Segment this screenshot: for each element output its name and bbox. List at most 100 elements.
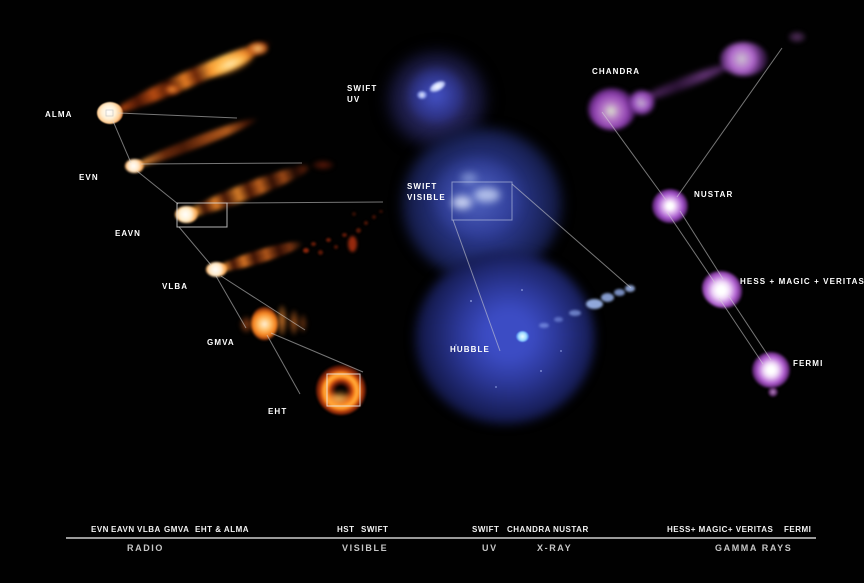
swift-visible-patch — [461, 173, 477, 183]
eht-ring-image — [316, 365, 366, 415]
swift-uv-inner-glow — [408, 68, 464, 122]
hubble-nucleus — [516, 331, 529, 342]
axis-telescope-hst: HST — [337, 525, 355, 534]
vlba-speck — [318, 250, 323, 255]
axis-band-radio: RADIO — [127, 543, 164, 553]
hubble-star — [540, 370, 542, 372]
alma-zoom-box — [105, 109, 114, 117]
eavn-label: EAVN — [115, 229, 142, 238]
axis-band-xray: X-RAY — [537, 543, 573, 553]
evn-label: EVN — [79, 173, 99, 182]
axis-telescope-vlba: VLBA — [137, 525, 161, 534]
vlba-speck — [342, 233, 347, 237]
eht-zoom-box — [326, 373, 361, 407]
vlba-speck — [372, 215, 376, 219]
gmva-label: GMVA — [207, 338, 235, 347]
swift-uv-label-line1: SWIFT — [347, 84, 378, 93]
evn-jet-image — [131, 113, 261, 172]
vlba-speck — [379, 210, 383, 213]
axis-band-gamma-rays: GAMMA RAYS — [715, 543, 793, 553]
gmva-core — [251, 307, 278, 340]
vlba-speck — [334, 245, 338, 249]
hess-magic-veritas-image — [702, 271, 742, 308]
swift-visible-label-line2: VISIBLE — [407, 192, 446, 202]
vlba-speck — [352, 212, 356, 216]
alma-core — [97, 102, 123, 124]
alma-jet-dot — [164, 84, 180, 95]
chandra-jet-tip — [788, 31, 806, 43]
vlba-speck — [364, 221, 368, 225]
alma-jet-knot — [203, 47, 257, 81]
fermi-image — [752, 352, 790, 388]
hubble-image — [415, 252, 595, 424]
nustar-label: NUSTAR — [694, 190, 734, 199]
vlba-speck — [303, 248, 309, 253]
alma-jet-tip — [248, 42, 268, 55]
fermi-secondary-dot — [768, 387, 778, 397]
gmva-left-lobe — [240, 316, 253, 333]
eavn-zoom-box — [176, 202, 228, 228]
axis-telescope-gmva: GMVA — [164, 525, 190, 534]
swift-visible-zoom-box — [451, 181, 513, 221]
vlba-speck — [356, 228, 361, 233]
swift-visible-inner-glow — [433, 158, 521, 236]
hubble-jet-knot — [554, 317, 563, 322]
axis-telescope-nustar: NUSTAR — [553, 525, 589, 534]
eavn-jet-image — [180, 158, 315, 224]
swift-uv-jet-knot — [427, 78, 448, 95]
hubble-star — [521, 289, 523, 291]
hess-magic-veritas-label: HESS + MAGIC + VERITAS — [740, 277, 864, 286]
hubble-jet-knot — [569, 310, 581, 316]
gmva-lobe-1 — [277, 305, 287, 336]
hubble-jet-knot — [539, 323, 549, 328]
hubble-jet-knot — [601, 293, 614, 302]
zoom-boxes — [105, 109, 513, 407]
gmva-lobe-3 — [299, 314, 307, 333]
swift-uv-label: SWIFT UV — [347, 84, 377, 106]
axis-telescope-eht-alma: EHT & ALMA — [195, 525, 250, 534]
vlba-jet-image — [214, 236, 305, 277]
axis-telescope-eavn: EAVN — [111, 525, 135, 534]
nustar-image — [652, 189, 688, 223]
hubble-label: HUBBLE — [450, 345, 490, 354]
gmva-lobe-2 — [289, 310, 299, 335]
swift-uv-label-line2: UV — [347, 94, 361, 104]
alma-jet-image — [111, 34, 275, 120]
swift-visible-patch — [452, 196, 472, 209]
axis-band-uv: UV — [482, 543, 498, 553]
vlba-core — [206, 262, 227, 277]
chandra-core-blob — [588, 88, 636, 130]
swift-visible-patch — [474, 188, 500, 202]
vlba-speck — [348, 236, 357, 252]
swift-uv-image — [378, 42, 496, 157]
swift-uv-nucleus — [417, 91, 427, 99]
hubble-star — [495, 386, 497, 388]
hubble-star — [470, 300, 472, 302]
eavn-jet-fade — [312, 160, 334, 170]
eht-ring-bright-crescent — [324, 392, 353, 406]
hubble-jet-knot — [614, 289, 625, 296]
axis-telescope-evn: EVN — [91, 525, 109, 534]
axis-telescope-swift-uv: SWIFT — [472, 525, 500, 534]
fermi-label: FERMI — [793, 359, 824, 368]
eavn-core — [175, 206, 198, 223]
hubble-jet-knot — [625, 285, 635, 292]
vlba-label: VLBA — [162, 282, 189, 291]
swift-visible-label-line1: SWIFT — [407, 182, 438, 191]
vlba-speck — [326, 238, 331, 242]
alma-label: ALMA — [45, 110, 73, 119]
axis-band-visible: VISIBLE — [342, 543, 389, 553]
evn-core — [125, 159, 144, 173]
axis-telescope-chandra: CHANDRA — [507, 525, 551, 534]
spectrum-axis-line — [66, 537, 816, 539]
swift-visible-label: SWIFT VISIBLE — [407, 182, 446, 204]
axis-telescope-swift-visible: SWIFT — [361, 525, 389, 534]
axis-telescope-fermi: FERMI — [784, 525, 812, 534]
axis-telescope-hess-magic-veritas: HESS+ MAGIC+ VERITAS — [667, 525, 774, 534]
swift-visible-image — [402, 128, 562, 280]
chandra-blob-2 — [628, 90, 655, 115]
chandra-label: CHANDRA — [592, 67, 641, 76]
hubble-star — [560, 350, 562, 352]
